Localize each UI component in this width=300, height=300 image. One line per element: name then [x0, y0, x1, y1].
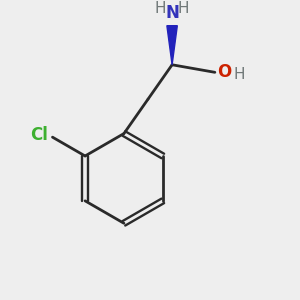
- Text: H: H: [154, 1, 166, 16]
- Text: O: O: [217, 63, 231, 81]
- Text: H: H: [177, 1, 189, 16]
- Text: N: N: [165, 4, 179, 22]
- Text: Cl: Cl: [30, 126, 48, 144]
- Text: H: H: [234, 67, 245, 82]
- Polygon shape: [167, 26, 177, 65]
